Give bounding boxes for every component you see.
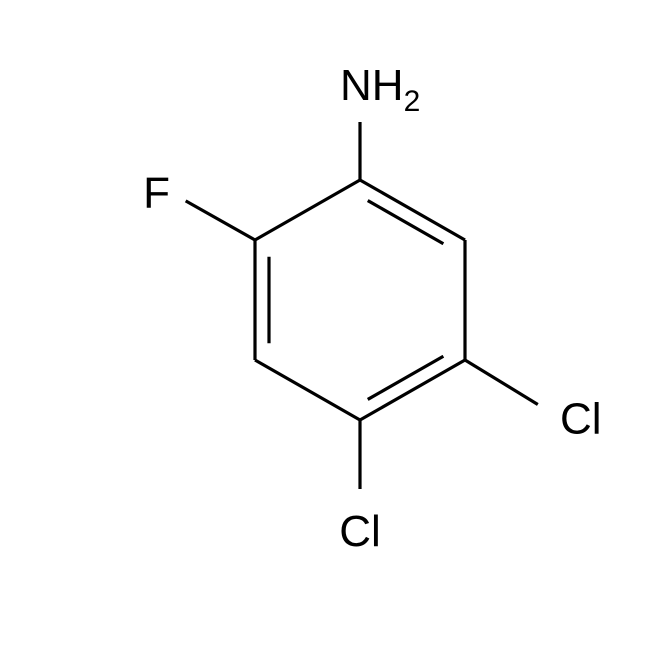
atom-label-cl4: Cl: [339, 507, 381, 556]
chemical-structure: NH2 F Cl Cl: [0, 0, 650, 650]
atom-label-n: NH2: [340, 61, 420, 118]
atom-label-f: F: [143, 168, 170, 217]
atom-label-cl5: Cl: [560, 394, 602, 443]
